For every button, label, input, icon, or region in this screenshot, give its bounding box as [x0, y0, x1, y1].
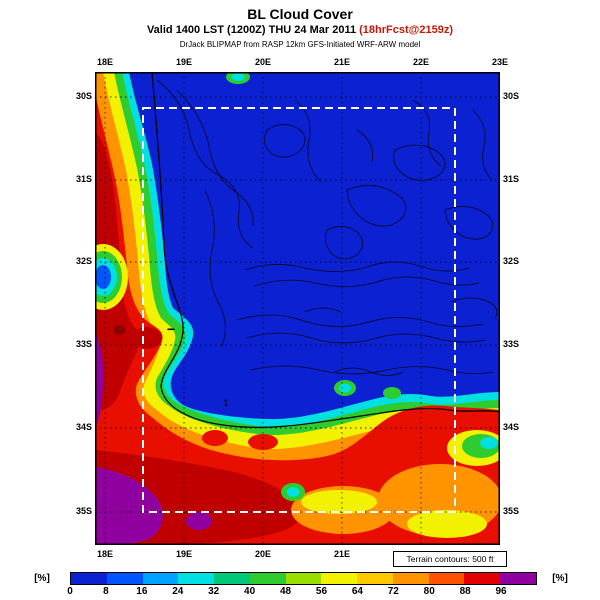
colorbar-tick: 88 — [459, 586, 471, 597]
lat-label-right: 31S — [503, 174, 520, 184]
colorbar-tick: 32 — [208, 586, 220, 597]
lat-label-left: 34S — [75, 422, 92, 432]
colorbar-segment — [71, 573, 107, 584]
colorbar-tick: 24 — [172, 586, 184, 597]
colorbar-segment — [428, 573, 465, 584]
colorbar-segment — [249, 573, 286, 584]
lon-label-top: 22E — [412, 57, 429, 67]
colorbar-tick: 48 — [279, 586, 292, 597]
lon-label-bottom: 18E — [96, 549, 113, 559]
lat-label-right: 34S — [503, 422, 520, 432]
colorbar-tick: 0 — [67, 586, 73, 597]
lat-label-right: 32S — [503, 256, 520, 266]
colorbar-tick: 96 — [495, 586, 507, 597]
lon-label-top: 21E — [333, 57, 350, 67]
colorbar-segment — [214, 573, 250, 584]
min-marker: − — [167, 321, 175, 337]
lat-label-right: 35S — [503, 506, 520, 516]
lat-label-right: 30S — [503, 91, 520, 101]
coastline — [151, 72, 500, 428]
colorbar-segment — [357, 573, 393, 584]
colorbar-segment — [142, 573, 179, 584]
lat-label-left: 35S — [75, 506, 92, 516]
lat-label-left: 31S — [75, 174, 92, 184]
colorbar-tick: 64 — [351, 586, 363, 597]
colorbar-segment — [285, 573, 322, 584]
domain-box — [142, 107, 456, 513]
spot-marker: 1 — [223, 398, 228, 408]
lat-label-right: 33S — [503, 339, 520, 349]
colorbar-tick: 80 — [423, 586, 435, 597]
valid-time-line: Valid 1400 LST (1200Z) THU 24 Mar 2011 (… — [0, 24, 600, 36]
colorbar-segment — [500, 573, 536, 584]
lat-label-left: 30S — [75, 91, 92, 101]
colorbar-segment — [106, 573, 143, 584]
cloud-field — [95, 72, 500, 545]
cloud-cover-map: − 1 — [95, 72, 500, 545]
colorbar-tick: 56 — [315, 586, 328, 597]
model-attribution: DrJack BLIPMAP from RASP 12km GFS-Initia… — [179, 40, 421, 49]
terrain-contours — [156, 79, 498, 376]
map-frame — [95, 72, 500, 545]
valid-prefix: Valid 1400 LST — [146, 24, 228, 36]
lon-label-top: 18E — [96, 57, 113, 67]
colorbar-tick: 8 — [103, 586, 109, 597]
colorbar-segment — [321, 573, 358, 584]
colorbar-unit-left: [%] — [34, 573, 50, 584]
lat-label-left: 32S — [75, 256, 92, 266]
lon-label-bottom: 20E — [254, 549, 271, 559]
lat-label-left: 33S — [75, 339, 92, 349]
colorbar — [70, 572, 537, 585]
chart-title: BL Cloud Cover — [247, 6, 353, 22]
colorbar-tick: 72 — [387, 586, 399, 597]
terrain-note: Terrain contours: 500 ft — [393, 551, 507, 567]
lon-label-top: 19E — [175, 57, 192, 67]
lon-label-top: 20E — [254, 57, 271, 67]
colorbar-tick: 40 — [244, 586, 256, 597]
colorbar-segment — [178, 573, 215, 584]
colorbar-segment — [464, 573, 501, 584]
colorbar-tick: 16 — [136, 586, 148, 597]
grid-lines — [95, 72, 500, 545]
forecast-tag: (18hrFcst@2159z) — [359, 24, 454, 36]
lon-label-bottom: 21E — [333, 549, 350, 559]
colorbar-segment — [392, 573, 429, 584]
valid-date: THU 24 Mar 2011 — [265, 24, 360, 36]
colorbar-unit-right: [%] — [552, 573, 568, 584]
valid-zulu: (1200Z) — [227, 24, 266, 36]
lon-label-bottom: 19E — [175, 549, 192, 559]
lon-label-top: 23E — [491, 57, 508, 67]
